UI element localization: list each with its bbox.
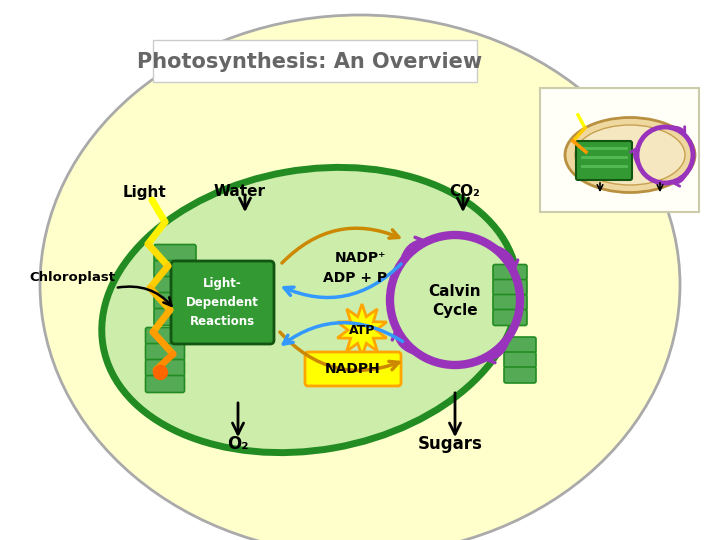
Ellipse shape: [565, 118, 695, 192]
FancyBboxPatch shape: [493, 309, 527, 326]
FancyBboxPatch shape: [154, 308, 196, 326]
FancyBboxPatch shape: [504, 352, 536, 368]
FancyBboxPatch shape: [576, 141, 632, 180]
FancyBboxPatch shape: [153, 40, 477, 82]
Text: Water: Water: [214, 185, 266, 199]
Text: CO₂: CO₂: [449, 185, 480, 199]
Text: Light: Light: [123, 185, 167, 199]
Text: Photosynthesis: An Overview: Photosynthesis: An Overview: [138, 52, 482, 72]
FancyBboxPatch shape: [145, 375, 184, 393]
Text: Cycle: Cycle: [432, 302, 478, 318]
Ellipse shape: [102, 167, 518, 453]
FancyBboxPatch shape: [504, 367, 536, 383]
FancyBboxPatch shape: [154, 260, 196, 278]
FancyBboxPatch shape: [540, 88, 699, 212]
Text: Chloroplast: Chloroplast: [29, 272, 115, 285]
FancyBboxPatch shape: [493, 280, 527, 295]
Text: NADP⁺: NADP⁺: [334, 251, 386, 265]
FancyBboxPatch shape: [171, 261, 274, 344]
Ellipse shape: [575, 125, 685, 185]
Text: ATP: ATP: [348, 323, 375, 336]
FancyBboxPatch shape: [493, 294, 527, 310]
FancyBboxPatch shape: [154, 245, 196, 261]
FancyBboxPatch shape: [493, 265, 527, 280]
FancyBboxPatch shape: [145, 360, 184, 376]
FancyBboxPatch shape: [504, 337, 536, 353]
Text: Reactions: Reactions: [190, 315, 255, 328]
FancyBboxPatch shape: [154, 293, 196, 309]
FancyBboxPatch shape: [145, 327, 184, 345]
FancyBboxPatch shape: [305, 352, 401, 386]
Text: NADPH: NADPH: [325, 362, 381, 376]
Text: ADP + P: ADP + P: [323, 271, 387, 285]
Text: Calvin: Calvin: [428, 285, 481, 300]
Text: O₂: O₂: [228, 435, 248, 453]
Text: Dependent: Dependent: [186, 296, 259, 309]
Polygon shape: [337, 304, 387, 356]
Text: Sugars: Sugars: [418, 435, 482, 453]
Text: Light-: Light-: [203, 277, 242, 291]
FancyBboxPatch shape: [154, 276, 196, 294]
FancyBboxPatch shape: [145, 343, 184, 361]
Ellipse shape: [40, 15, 680, 540]
